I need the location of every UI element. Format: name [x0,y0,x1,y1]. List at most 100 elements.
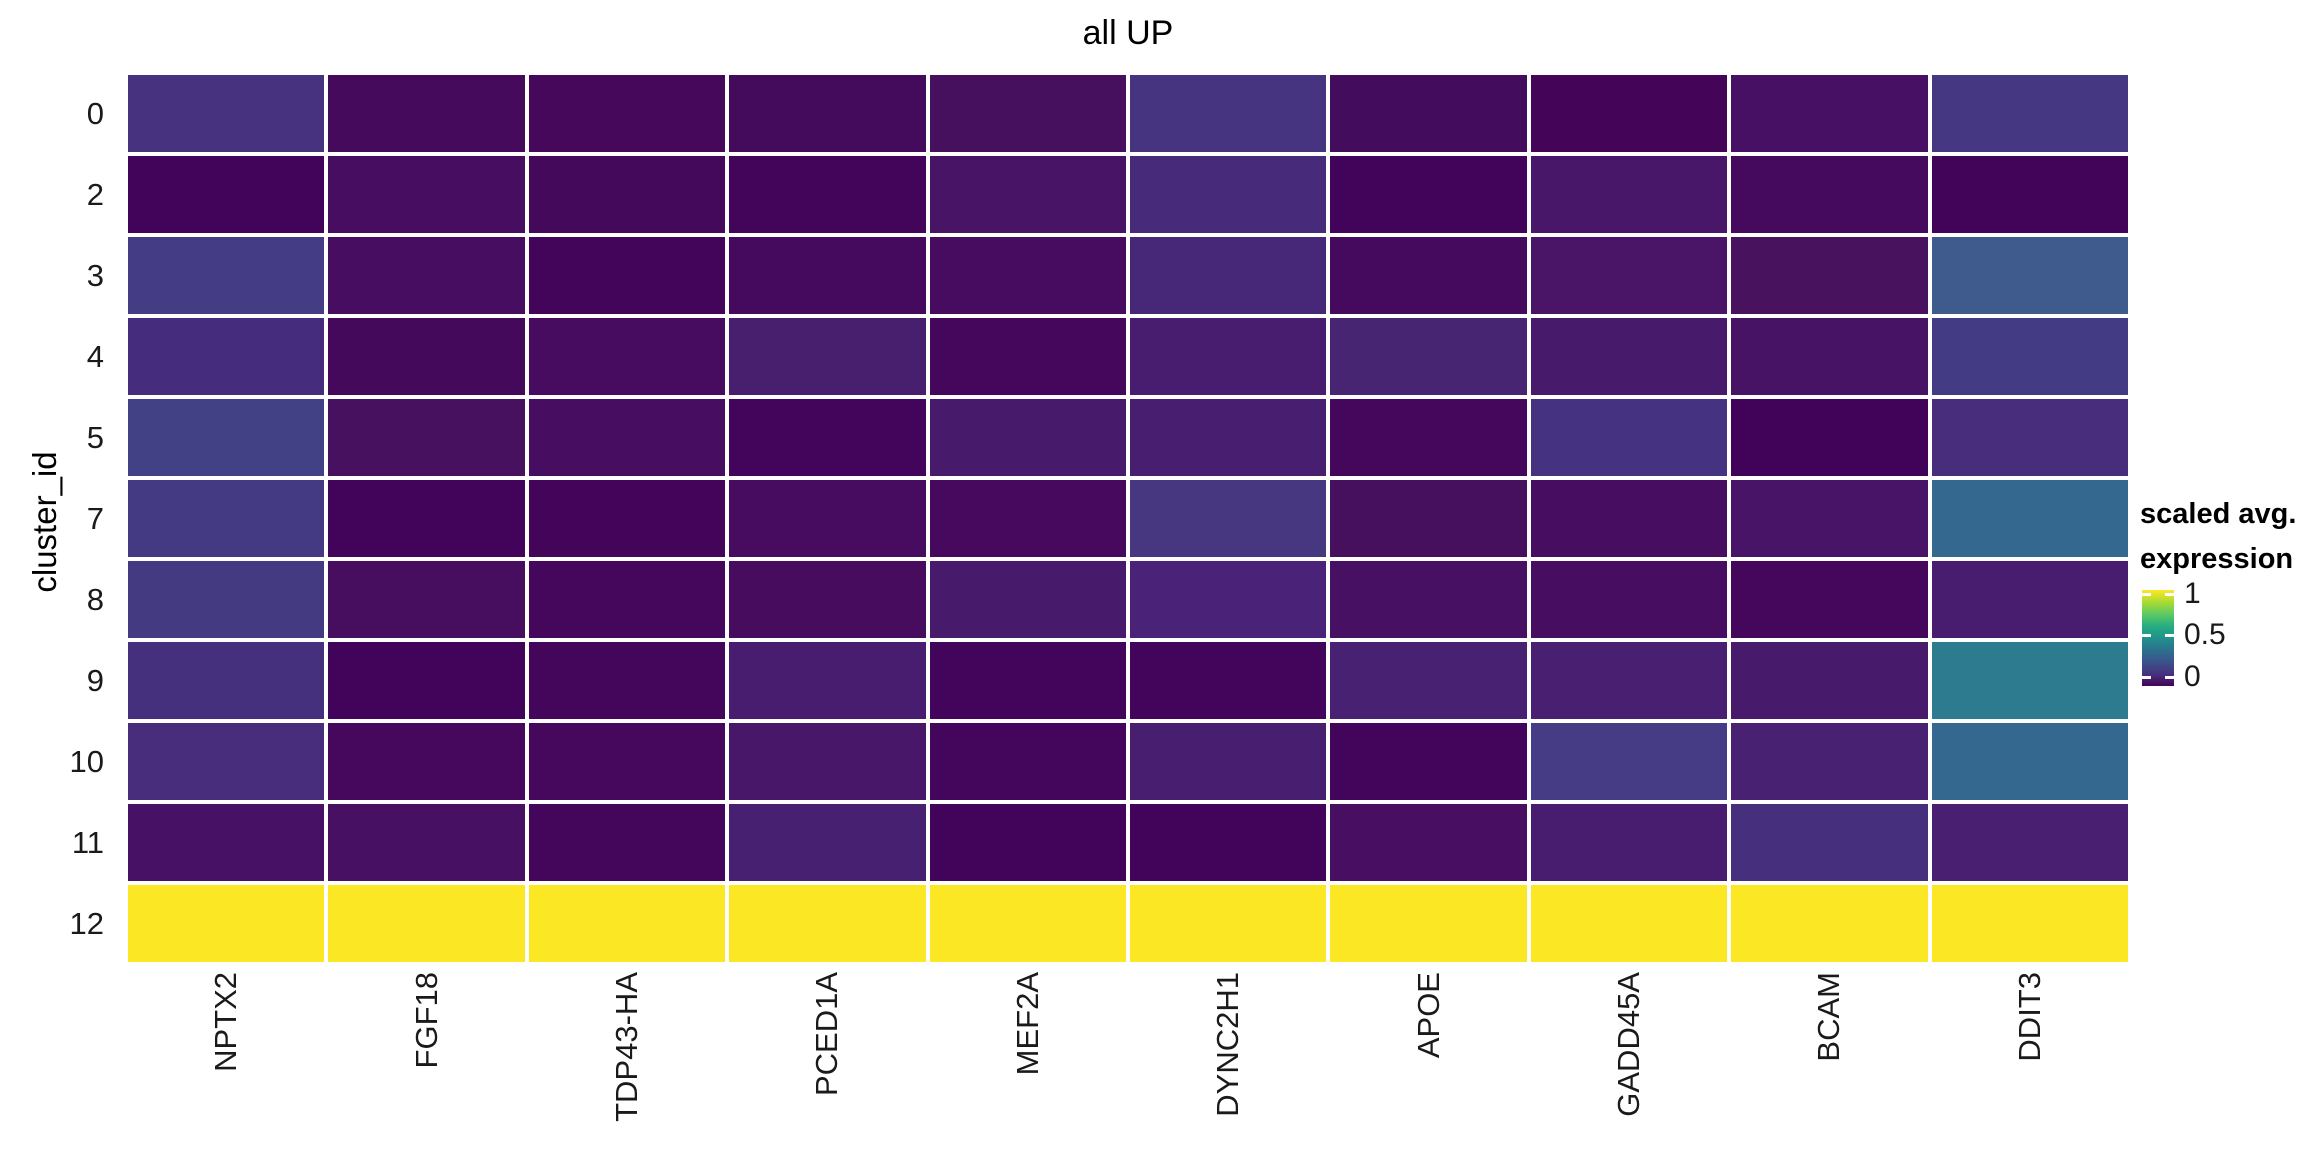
heatmap-cell [1530,723,1728,800]
legend-tick-mark [2142,592,2151,596]
heatmap-cell [1330,75,1527,152]
heatmap-cell [128,237,325,314]
heatmap-cell [929,642,1126,719]
x-tick-label: GADD45A [1610,972,1646,1117]
heatmap-cell [528,642,726,719]
heatmap-cell [1330,156,1527,233]
heatmap-cell [528,156,726,233]
y-axis-labels: 0 2 3 4 5 7 8 9 10 11 12 [0,75,118,962]
heatmap-cell [328,885,525,962]
heatmap-cell [929,561,1126,638]
heatmap-cell [1530,156,1728,233]
heatmap-cell [1931,156,2128,233]
legend-title-line1: scaled avg. [2140,498,2297,530]
heatmap-cell [1530,399,1728,476]
y-tick-label: 3 [86,257,104,293]
heatmap-cell [528,318,726,395]
heatmap-cell [929,75,1126,152]
x-tick-label: DDIT3 [2011,972,2047,1062]
legend-colorbar-wrap: 1 0.5 0 [2140,577,2300,693]
legend-colorbar [2142,589,2174,686]
heatmap-cell [729,399,926,476]
heatmap-cell [128,318,325,395]
heatmap-cell [528,480,726,557]
heatmap-cell [1931,399,2128,476]
heatmap-cell [1731,804,1928,881]
legend-tick-mark [2165,676,2174,680]
heatmap-cell [1931,723,2128,800]
heatmap-cell [1330,399,1527,476]
heatmap-cell [729,318,926,395]
y-tick-label: 5 [86,419,104,455]
heatmap-cell [1530,642,1728,719]
heatmap-cell [528,561,726,638]
heatmap-cell [729,723,926,800]
heatmap-cell [1129,318,1327,395]
heatmap-cell [1931,318,2128,395]
heatmap-cell [729,480,926,557]
heatmap-cell [1530,75,1728,152]
heatmap-cell [528,723,726,800]
heatmap-cell [729,156,926,233]
heatmap-cell [1530,480,1728,557]
y-tick-label: 0 [86,95,104,131]
y-tick-label: 7 [86,500,104,536]
legend-tick-mark [2142,633,2151,637]
heatmap-cell [1731,723,1928,800]
heatmap-cell [328,561,525,638]
heatmap-cell [929,399,1126,476]
heatmap-cell [1731,318,1928,395]
heatmap-cell [929,885,1126,962]
heatmap-cell [1129,480,1327,557]
heatmap-cell [1129,723,1327,800]
heatmap-cell [1931,480,2128,557]
heatmap-cell [1931,75,2128,152]
heatmap-cell [1129,804,1327,881]
heatmap-cell [1129,642,1327,719]
heatmap-cell [128,156,325,233]
legend-tick-label: 1 [2184,576,2201,610]
legend-tick-mark [2165,633,2174,637]
heatmap-cell [1731,75,1928,152]
heatmap-cell [1530,318,1728,395]
heatmap-cell [328,399,525,476]
x-tick-label: DYNC2H1 [1210,972,1246,1117]
heatmap-cell [328,318,525,395]
heatmap-cell [729,561,926,638]
heatmap-cell [328,156,525,233]
heatmap-cell [1129,399,1327,476]
y-tick-label: 12 [69,905,104,941]
x-tick-label: BCAM [1811,972,1847,1062]
heatmap-cell [128,723,325,800]
heatmap-cell [328,804,525,881]
x-tick-label: APOE [1410,972,1446,1059]
heatmap-cell [1129,561,1327,638]
chart-title: all UP [1082,14,1174,52]
heatmap-cell [929,804,1126,881]
heatmap-cell [1731,885,1928,962]
y-tick-label: 8 [86,581,104,617]
heatmap-cell [1330,642,1527,719]
heatmap-cell [1731,561,1928,638]
heatmap-cell [1931,237,2128,314]
heatmap-cell [128,399,325,476]
heatmap-cell [328,75,525,152]
heatmap-cell [1931,885,2128,962]
heatmap-cell [128,885,325,962]
heatmap-cell [729,885,926,962]
heatmap-cell [1330,480,1527,557]
heatmap-cell [929,237,1126,314]
x-axis-labels: NPTX2 FGF18 TDP43-HA PCED1A MEF2A DYNC2H1 APOE… [128,972,2128,1148]
heatmap-cell [929,723,1126,800]
heatmap-cell [528,399,726,476]
heatmap-cell [1731,642,1928,719]
heatmap-cell [128,561,325,638]
heatmap-cell [1530,804,1728,881]
heatmap-cell [1731,480,1928,557]
x-tick-label: FGF18 [408,972,444,1069]
y-tick-label: 11 [71,824,104,860]
legend-tick-label: 0.5 [2184,617,2226,651]
heatmap-cell [729,237,926,314]
heatmap-cell [1330,885,1527,962]
